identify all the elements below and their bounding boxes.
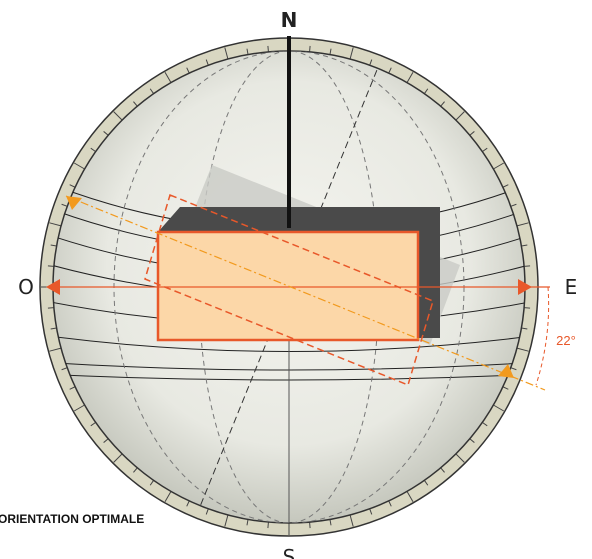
ring-tick	[133, 101, 138, 107]
ring-tick	[516, 222, 529, 227]
ring-tick	[521, 244, 528, 247]
ring-tick	[440, 467, 445, 473]
caption: ORIENTATION OPTIMALE	[0, 512, 144, 526]
ring-tick	[309, 522, 311, 529]
ring-tick	[246, 48, 249, 55]
orange-arrow	[66, 196, 82, 210]
optimal-line	[65, 195, 546, 391]
ring-tick	[493, 162, 505, 170]
ring-tick	[69, 184, 76, 188]
ring-tick	[267, 522, 269, 529]
ring-tick	[73, 404, 85, 412]
sun-path	[53, 334, 525, 352]
ring-tick	[406, 71, 414, 83]
ring-tick	[493, 404, 505, 412]
ring-tick	[69, 386, 76, 390]
building	[156, 230, 420, 342]
ring-tick	[455, 453, 465, 463]
ring-tick	[423, 88, 429, 94]
ring-ticks	[41, 39, 537, 535]
ring-tick	[246, 519, 249, 526]
ring-tick	[369, 508, 373, 515]
ring-tick	[49, 347, 62, 352]
ring-tick	[50, 244, 57, 247]
ring-tick	[224, 514, 229, 527]
ring-tick	[113, 111, 123, 121]
ring-tick	[369, 59, 373, 66]
ring-tick	[516, 347, 529, 352]
west-label: O	[18, 275, 34, 299]
ring-tick	[455, 111, 465, 121]
ring-tick	[329, 519, 332, 526]
ring-tick	[388, 67, 392, 74]
ring-tick	[103, 438, 109, 443]
sun-path	[53, 373, 525, 381]
ring-tick	[423, 480, 429, 486]
angle-arc	[535, 286, 550, 386]
ring-tick	[440, 101, 445, 107]
ring-tick	[49, 222, 62, 227]
ring-tick	[61, 203, 68, 207]
ring-tick	[205, 508, 209, 515]
ring-tick	[510, 203, 517, 207]
ring-tick	[224, 47, 229, 60]
ring-tick	[113, 453, 123, 463]
ring-tick	[133, 467, 138, 473]
rotated-building	[144, 193, 434, 387]
ring-tick	[90, 421, 96, 427]
ring-tick	[164, 71, 172, 83]
ring-tick	[309, 45, 311, 52]
ring-tick	[510, 367, 517, 371]
ring-tick	[164, 491, 172, 503]
ring-tick	[524, 307, 531, 309]
ring-tick	[90, 147, 96, 153]
ring-tick	[50, 327, 57, 330]
ring-tick	[149, 480, 155, 486]
ring-tick	[61, 367, 68, 371]
ring-tick	[469, 438, 475, 443]
ring-tick	[502, 386, 509, 390]
ring-tick	[482, 421, 488, 427]
south-label: S	[283, 545, 296, 559]
ring-tick	[349, 47, 354, 60]
west-arrow	[46, 279, 60, 295]
ring-tick	[406, 491, 414, 503]
ring-tick	[469, 131, 475, 136]
sun-path	[53, 361, 525, 371]
angle-label: 22°	[556, 333, 576, 348]
ring-tick	[103, 131, 109, 136]
ring-tick	[329, 48, 332, 55]
ring-tick	[73, 162, 85, 170]
ring-tick	[205, 59, 209, 66]
ring-tick	[349, 514, 354, 527]
ring-tick	[521, 327, 528, 330]
building-shade	[158, 207, 440, 338]
east-arrow	[518, 279, 532, 295]
north-label: N	[281, 8, 298, 32]
ring-tick	[524, 265, 531, 267]
ring-tick	[267, 45, 269, 52]
ring-tick	[482, 147, 488, 153]
ring-tick	[47, 265, 54, 267]
ring-tick	[186, 500, 190, 507]
ring-tick	[149, 88, 155, 94]
ring-tick	[502, 184, 509, 188]
ring-tick	[47, 307, 54, 309]
ring-tick	[186, 67, 190, 74]
east-label: E	[565, 275, 578, 299]
orange-arrow	[498, 364, 514, 378]
ring-tick	[388, 500, 392, 507]
